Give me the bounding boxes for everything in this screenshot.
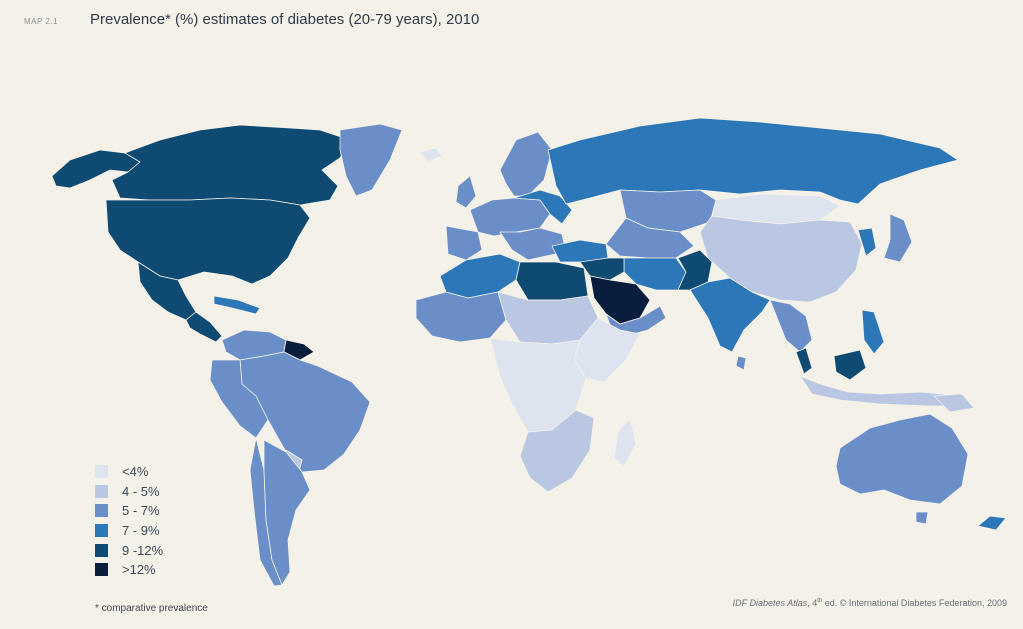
source-credit: IDF Diabetes Atlas, 4th ed. © Internatio… bbox=[733, 598, 1007, 608]
region-peru-bolivia bbox=[209, 359, 269, 439]
legend-label: 4 - 5% bbox=[122, 483, 160, 499]
region-tasmania bbox=[915, 511, 929, 525]
legend-swatch bbox=[95, 504, 108, 518]
region-caucasus-central-asia bbox=[605, 217, 695, 259]
legend-label: <4% bbox=[122, 464, 149, 480]
region-papua-new-guinea bbox=[933, 393, 975, 413]
legend-item: 7 - 9% bbox=[95, 521, 163, 541]
legend-item: 9 -12% bbox=[95, 540, 163, 560]
region-new-zealand bbox=[977, 515, 1007, 531]
credit-rest: ed. © International Diabetes Federation,… bbox=[822, 598, 1007, 608]
region-western-europe bbox=[469, 197, 551, 237]
map-title: Prevalence* (%) estimates of diabetes (2… bbox=[90, 11, 480, 28]
region-iceland bbox=[419, 147, 443, 163]
legend-item: 5 - 7% bbox=[95, 501, 163, 521]
map-number-label: MAP 2.1 bbox=[24, 17, 59, 26]
region-maghreb bbox=[439, 253, 521, 299]
region-libya-egypt bbox=[515, 261, 589, 301]
legend-label: >12% bbox=[122, 562, 156, 578]
region-west-africa bbox=[415, 291, 507, 343]
region-italy-balkans bbox=[499, 227, 567, 261]
region-mainland-se-asia bbox=[769, 299, 813, 353]
region-iberia bbox=[445, 225, 483, 261]
region-guianas bbox=[283, 339, 315, 361]
region-malaysia bbox=[795, 347, 813, 375]
legend-item: 4 - 5% bbox=[95, 482, 163, 502]
region-madagascar bbox=[613, 417, 637, 467]
region-uk bbox=[455, 175, 477, 209]
region-australia bbox=[835, 413, 969, 505]
legend-swatch bbox=[95, 465, 108, 479]
legend-item: >12% bbox=[95, 560, 163, 580]
region-borneo bbox=[833, 349, 867, 381]
region-southern-africa bbox=[519, 409, 595, 493]
region-central-africa bbox=[489, 337, 587, 433]
credit-edition-suffix: th bbox=[817, 598, 823, 604]
region-iraq-syria bbox=[579, 257, 625, 281]
legend-swatch bbox=[95, 543, 108, 557]
legend-label: 7 - 9% bbox=[122, 523, 160, 539]
region-caribbean bbox=[213, 295, 261, 315]
region-central-europe bbox=[513, 189, 573, 225]
region-sri-lanka bbox=[735, 355, 747, 371]
legend-swatch bbox=[95, 563, 108, 577]
region-philippines bbox=[861, 309, 885, 355]
region-canada bbox=[111, 124, 351, 206]
legend-item: <4% bbox=[95, 462, 163, 482]
legend-swatch bbox=[95, 484, 108, 498]
region-india bbox=[689, 277, 771, 353]
region-argentina bbox=[263, 439, 311, 586]
region-russia bbox=[547, 117, 959, 205]
credit-source: IDF Diabetes Atlas bbox=[732, 598, 808, 608]
credit-edition-number: , 4 bbox=[807, 598, 818, 608]
region-japan bbox=[883, 213, 913, 263]
footnote: * comparative prevalence bbox=[95, 603, 208, 614]
region-greenland bbox=[339, 123, 403, 197]
legend: <4% 4 - 5% 5 - 7% 7 - 9% 9 -12% >12% bbox=[95, 462, 163, 580]
region-usa bbox=[105, 197, 311, 285]
region-central-america bbox=[185, 311, 223, 343]
region-scandinavia bbox=[499, 131, 553, 197]
legend-swatch bbox=[95, 524, 108, 538]
legend-label: 5 - 7% bbox=[122, 503, 160, 519]
legend-label: 9 -12% bbox=[122, 542, 164, 558]
region-korea bbox=[857, 227, 877, 257]
